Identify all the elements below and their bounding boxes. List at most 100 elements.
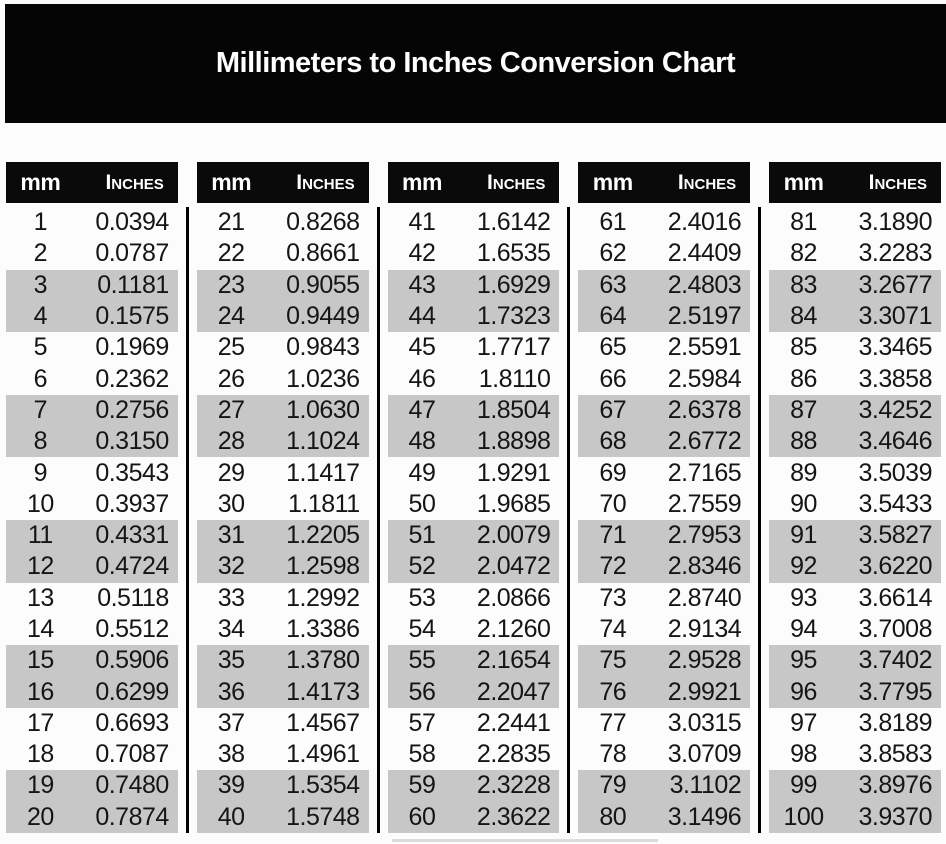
conversion-table-group: mm Inches 61 2.4016 62 2.4409 63 2.4803 64 2.5197…: [578, 162, 751, 833]
column-group-divider: [185, 207, 189, 833]
mm-value: 40: [217, 802, 245, 831]
mm-value: 61: [599, 208, 627, 237]
table-row: 7 0.2756: [6, 394, 178, 427]
mm-value: 77: [599, 708, 627, 737]
mm-value: 69: [599, 458, 627, 487]
mm-value: 10: [26, 489, 54, 518]
inches-value: 2.1654: [476, 646, 551, 675]
table-row: 6 0.2362: [6, 363, 178, 394]
inches-value: 3.4252: [858, 395, 933, 424]
inches-value: 3.1496: [667, 802, 742, 831]
mm-value: 54: [408, 615, 436, 643]
table-row: 75 2.9528: [578, 645, 751, 677]
mm-value: 48: [408, 427, 436, 456]
table-row: 97 3.8189: [769, 708, 941, 739]
table-row: 48 1.8898: [387, 426, 560, 458]
table-groups: mm Inches 1 0.0394 2 0.0787 3 0.1181 4 0.1575 5 0.1…: [6, 162, 941, 833]
inches-value: 2.4016: [667, 208, 742, 237]
table-row: 26 1.0236: [197, 363, 369, 394]
table-row: 87 3.4252: [769, 394, 941, 427]
conversion-table-group: mm Inches 81 3.1890 82 3.2283 83 3.2677 84 3.3071…: [769, 162, 941, 833]
table-row: 50 1.9685: [388, 489, 560, 520]
mm-value: 11: [27, 521, 53, 550]
table-row: 11 0.4331: [6, 519, 178, 552]
mm-value: 58: [408, 740, 436, 769]
table-row: 92 3.6220: [769, 551, 941, 583]
inches-column-header: Inches: [487, 170, 546, 194]
mm-value: 87: [790, 395, 817, 424]
mm-value: 12: [26, 552, 54, 581]
inches-value: 3.5039: [858, 458, 933, 487]
mm-value: 94: [790, 615, 817, 643]
inches-value: 3.6614: [858, 583, 933, 612]
table-row: 57 2.2441: [388, 708, 560, 739]
inches-value: 2.7953: [667, 521, 742, 550]
inches-value: 0.7087: [95, 740, 169, 769]
inches-column-header: Inches: [677, 170, 737, 194]
table-row: 20 0.7874: [6, 801, 178, 833]
inches-value: 2.0472: [476, 552, 551, 581]
inches-value: 0.9449: [286, 302, 360, 331]
table-row: 66 2.5984: [578, 363, 750, 394]
inches-value: 1.6142: [476, 208, 551, 237]
inches-value: 0.3150: [95, 427, 169, 456]
table-header-row: mm Inches: [6, 162, 178, 203]
table-header-row: mm Inches: [196, 162, 369, 203]
mm-value: 2: [33, 239, 48, 268]
table-row: 78 3.0709: [578, 739, 750, 770]
table-row: 95 3.7402: [769, 645, 941, 677]
inches-value: 0.9843: [286, 333, 360, 362]
inches-value: 3.1102: [669, 771, 742, 800]
inches-value: 2.9528: [667, 646, 742, 675]
inches-value: 0.1969: [95, 333, 169, 362]
mm-value: 57: [408, 708, 436, 737]
mm-value: 21: [217, 208, 245, 237]
mm-value: 90: [790, 489, 817, 518]
mm-value: 93: [790, 583, 817, 612]
mm-column-header: mm: [402, 169, 442, 195]
table-row: 55 2.1654: [387, 645, 560, 677]
mm-value: 64: [599, 302, 627, 331]
mm-value: 71: [599, 521, 627, 550]
inches-value: 3.5827: [858, 521, 933, 550]
table-row: 12 0.4724: [6, 551, 178, 583]
mm-value: 33: [217, 583, 245, 612]
table-row: 34 1.3386: [197, 614, 369, 645]
inches-value: 2.4409: [667, 239, 742, 268]
mm-value: 1: [33, 208, 48, 237]
table-row: 38 1.4961: [197, 739, 369, 770]
table-row: 4 0.1575: [6, 300, 178, 333]
mm-value: 62: [599, 239, 627, 268]
inches-value: 3.3858: [858, 364, 933, 393]
page-title: Millimeters to Inches Conversion Chart: [215, 47, 736, 79]
table-rows: 41 1.6142 42 1.6535 43 1.6929 44 1.7323 45 1.7717…: [387, 207, 560, 833]
inches-value: 2.3228: [476, 771, 551, 800]
mm-value: 43: [408, 270, 436, 299]
inches-value: 3.4646: [858, 427, 933, 456]
inches-value: 1.9291: [476, 458, 551, 487]
mm-value: 17: [26, 708, 54, 737]
inches-value: 1.7323: [476, 302, 551, 331]
table-row: 69 2.7165: [578, 457, 750, 488]
table-row: 54 2.1260: [388, 614, 560, 645]
table-row: 49 1.9291: [388, 457, 560, 488]
mm-column-header: mm: [20, 169, 61, 195]
inches-value: 0.4724: [95, 552, 169, 581]
table-row: 77 3.0315: [578, 708, 750, 739]
inches-column-header: Inches: [296, 170, 355, 194]
inches-value: 0.8268: [286, 208, 360, 237]
mm-value: 99: [790, 771, 817, 800]
inches-value: 3.1890: [858, 208, 933, 237]
inches-value: 1.8504: [476, 395, 551, 424]
mm-value: 52: [408, 552, 436, 581]
inches-value: 3.5433: [858, 489, 933, 518]
inches-value: 1.2205: [286, 521, 360, 550]
inches-value: 3.8976: [858, 771, 933, 800]
inches-value: 0.4331: [95, 521, 169, 550]
table-row: 1 0.0394: [6, 207, 178, 238]
table-row: 72 2.8346: [578, 551, 751, 583]
mm-value: 73: [599, 583, 627, 612]
table-row: 51 2.0079: [387, 519, 560, 552]
table-row: 86 3.3858: [769, 363, 941, 394]
table-row: 18 0.7087: [6, 739, 178, 770]
